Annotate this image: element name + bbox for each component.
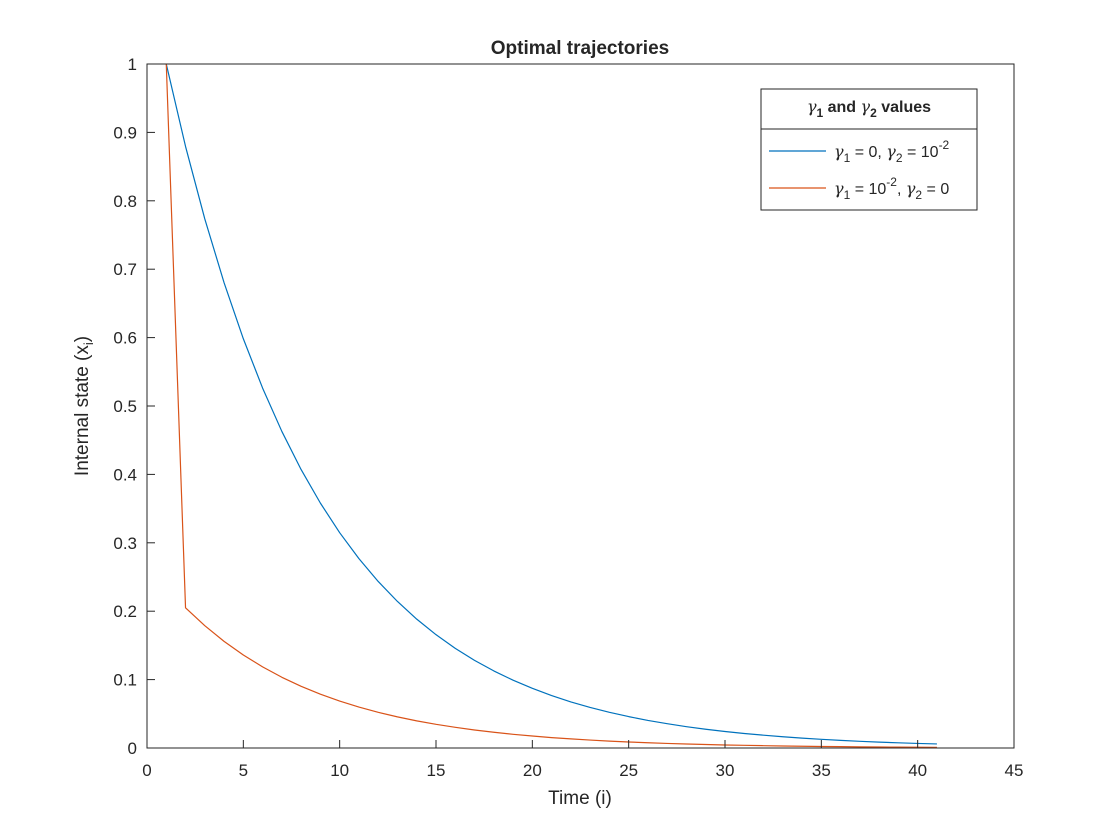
legend: γ1 and γ2 values γ1 = 0, γ2 = 10-2 γ1 = … xyxy=(760,88,978,211)
y-tick-label: 0.1 xyxy=(113,671,137,690)
series-line-2 xyxy=(165,63,937,748)
y-tick-label: 0.6 xyxy=(113,329,137,348)
chart-title: Optimal trajectories xyxy=(491,38,669,59)
y-tick-label: 0.8 xyxy=(113,192,137,211)
legend-box xyxy=(760,88,978,211)
y-axis-label: Internal state (xi) xyxy=(72,336,96,476)
y-tick-label: 0.4 xyxy=(113,465,137,484)
x-tick-label: 15 xyxy=(427,761,446,780)
series-line-1 xyxy=(165,63,937,745)
legend-entry-series-2: γ1 = 10-2, γ2 = 0 xyxy=(834,175,949,202)
x-tick-label: 40 xyxy=(908,761,927,780)
y-tick-label: 0.5 xyxy=(113,397,137,416)
x-tick-label: 30 xyxy=(716,761,735,780)
x-tick-label: 25 xyxy=(619,761,638,780)
x-tick-label: 35 xyxy=(812,761,831,780)
x-tick-label: 0 xyxy=(142,761,151,780)
x-tick-label: 20 xyxy=(523,761,542,780)
x-tick-label: 10 xyxy=(330,761,349,780)
plot-lines xyxy=(165,63,937,748)
y-axis: 0 0.1 0.2 0.3 0.4 0.5 0.6 0.7 0.8 0.9 1 xyxy=(113,55,155,758)
legend-entry-series-1: γ1 = 0, γ2 = 10-2 xyxy=(834,138,950,165)
x-tick-label: 45 xyxy=(1005,761,1024,780)
y-tick-label: 0 xyxy=(128,739,137,758)
y-tick-label: 0.3 xyxy=(113,534,137,553)
x-axis: 0 5 10 15 20 25 30 35 40 45 xyxy=(142,740,1023,780)
y-tick-label: 0.7 xyxy=(113,260,137,279)
legend-title: γ1 and γ2 values xyxy=(807,97,931,120)
x-tick-label: 5 xyxy=(239,761,248,780)
y-tick-label: 0.9 xyxy=(113,123,137,142)
x-axis-label: Time (i) xyxy=(548,788,612,809)
y-tick-label: 1 xyxy=(128,55,137,74)
y-tick-label: 0.2 xyxy=(113,602,137,621)
